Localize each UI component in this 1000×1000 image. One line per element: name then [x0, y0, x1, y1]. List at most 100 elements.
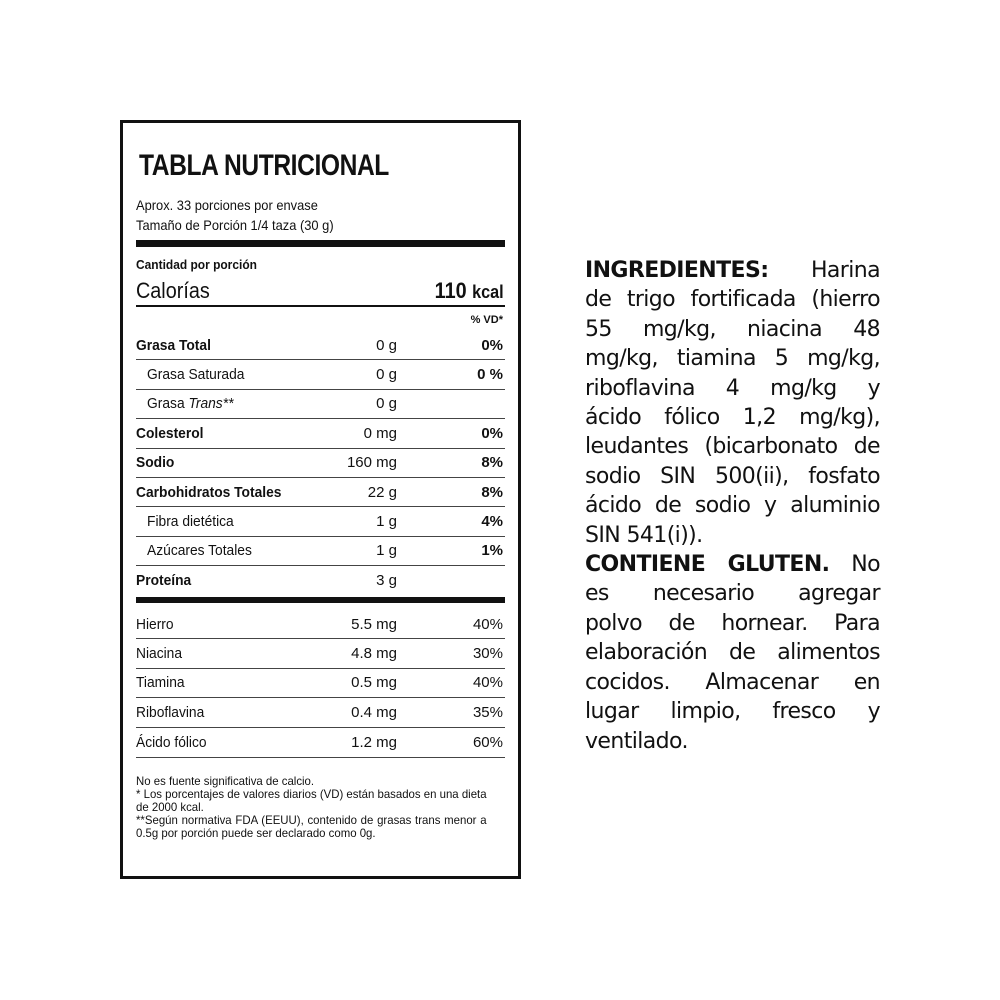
ingredients-text-span: Harina — [810, 258, 881, 283]
table-row: Ácido fólico 1.2 mg 60% — [136, 728, 505, 757]
table-row: Grasa Total 0 g 0% — [136, 331, 505, 361]
ingredients-text-span: leudantes (bicarbonato de — [585, 434, 881, 460]
nutrient-amount: 0 g — [376, 395, 397, 413]
nutrition-facts-table: TABLA NUTRICIONAL Aprox. 33 porciones po… — [120, 120, 521, 879]
ingredients-heading: CONTIENE GLUTEN. — [585, 552, 830, 578]
servings-per-container: Aprox. 33 porciones por envase — [136, 197, 318, 213]
ingredients-text-span: lugar limpio, fresco y — [585, 699, 881, 725]
ingredients-line: de trigo fortificada (hierro — [585, 285, 881, 314]
nutrient-name-text: Colesterol — [136, 424, 204, 442]
nutrient-amount: 0.4 mg — [351, 703, 397, 721]
nutrient-name-text: Niacina — [136, 645, 183, 663]
nutrient-dv: 0 % — [477, 366, 503, 384]
nutrient-amount: 0 g — [376, 336, 397, 354]
ingredients-text-span: ácido fólico 1,2 mg/kg), — [585, 405, 881, 431]
ingredients-text-span: 55 mg/kg, niacina 48 — [585, 316, 881, 342]
ingredients-text-span: ventilado. — [585, 728, 688, 754]
footnote: **Según normativa FDA (EEUU), contenido … — [136, 813, 487, 840]
nutrient-name-text: Riboflavina — [136, 703, 205, 721]
dv-header: % VD* — [470, 314, 503, 326]
table-title: TABLA NUTRICIONAL — [139, 149, 389, 182]
nutrient-name-text: Grasa Total — [136, 336, 211, 354]
thick-divider — [136, 597, 505, 603]
nutrient-dv: 8% — [481, 454, 503, 472]
nutrient-amount: 1 g — [376, 513, 397, 531]
nutrient-amount: 3 g — [376, 572, 397, 590]
ingredients-line: riboflavina 4 mg/kg y — [585, 374, 881, 403]
footnote: No es fuente significativa de calcio. — [136, 774, 315, 788]
table-row: Colesterol 0 mg 0% — [136, 419, 505, 449]
nutrient-name: Grasa Total — [136, 337, 475, 354]
nutrient-name: Carbohidratos Totales — [136, 484, 475, 501]
ingredients-text-span: elaboración de alimentos — [585, 640, 881, 666]
nutrient-name: Colesterol — [136, 425, 475, 442]
nutrient-name-text: Proteína — [136, 572, 192, 590]
amount-per-serving: Cantidad por porción — [136, 257, 257, 272]
nutrient-name: Hierro — [136, 616, 475, 633]
ingredients-text-span: mg/kg, tiamina 5 mg/kg, — [585, 346, 881, 372]
calories-number: 110 — [434, 278, 467, 303]
calories-value: 110 kcal — [435, 278, 504, 304]
nutrient-amount: 1 g — [376, 542, 397, 560]
table-row: Riboflavina 0.4 mg 35% — [136, 698, 505, 728]
table-row: Niacina 4.8 mg 30% — [136, 639, 505, 669]
nutrient-amount: 0 g — [376, 366, 397, 384]
nutrient-dv: 8% — [481, 483, 503, 501]
ingredients-line: ácido fólico 1,2 mg/kg), — [585, 403, 881, 432]
ingredients-line: 55 mg/kg, niacina 48 — [585, 315, 881, 344]
ingredients-line: ventilado. — [585, 727, 880, 756]
nutrient-amount: 0.5 mg — [351, 674, 397, 692]
table-row: Carbohidratos Totales 22 g 8% — [136, 478, 505, 508]
ingredients-text-span: No — [851, 552, 880, 578]
nutrient-name-text: Fibra dietética — [147, 513, 234, 531]
ingredients-text-span: es necesario agregar — [585, 581, 881, 607]
ingredients-line: CONTIENE GLUTEN. No — [585, 550, 881, 579]
nutrient-name-text: Tiamina — [136, 674, 185, 692]
ingredients-text-span: riboflavina 4 mg/kg y — [585, 375, 881, 401]
table-row: Proteína 3 g — [136, 566, 505, 595]
divider — [136, 305, 505, 307]
ingredients-text-span: sodio SIN 500(ii), fosfato — [585, 463, 881, 489]
ingredients-text-span: cocidos. Almacenar en — [585, 669, 881, 695]
table-row: Fibra dietética 1 g 4% — [136, 507, 505, 537]
ingredients-line: SIN 541(i)). — [585, 521, 880, 550]
nutrient-name-text: Hierro — [136, 615, 174, 633]
footnotes: No es fuente significativa de calcio. * … — [136, 775, 487, 840]
ingredients-heading: INGREDIENTES: — [585, 258, 769, 283]
nutrient-dv: 0% — [481, 336, 503, 354]
nutrient-name: Grasa Trans** — [136, 395, 475, 412]
nutrient-name: Tiamina — [136, 674, 475, 691]
nutrient-name: Azúcares Totales — [136, 542, 475, 559]
nutrient-name-text: Azúcares Totales — [147, 542, 252, 560]
nutrient-name-text: Grasa Saturada — [147, 366, 245, 384]
nutrient-name: Grasa Saturada — [136, 366, 475, 383]
nutrient-name: Ácido fólico — [136, 734, 475, 751]
footnote: * Los porcentajes de valores diarios (VD… — [136, 787, 487, 814]
nutrient-name-text: Ácido fólico — [136, 733, 207, 751]
micronutrient-rows: Hierro 5.5 mg 40% Niacina 4.8 mg 30% Tiamina 0.… — [136, 610, 505, 758]
ingredients-line: es necesario agregar — [585, 579, 881, 608]
ingredients-line: elaboración de alimentos — [585, 638, 881, 667]
nutrient-amount: 5.5 mg — [351, 615, 397, 633]
ingredients-line: ácido de sodio y aluminio — [585, 491, 881, 520]
ingredients-line: leudantes (bicarbonato de — [585, 432, 881, 461]
table-row: Azúcares Totales 1 g 1% — [136, 537, 505, 567]
nutrient-name: Proteína — [136, 572, 475, 589]
nutrient-name: Fibra dietética — [136, 513, 475, 530]
serving-size: Tamaño de Porción 1/4 taza (30 g) — [136, 217, 334, 233]
calories-label: Calorías — [136, 278, 210, 303]
table-row: Grasa Saturada 0 g 0 % — [136, 360, 505, 390]
table-row: Grasa Trans** 0 g — [136, 390, 505, 420]
ingredients-line: polvo de hornear. Para — [585, 609, 881, 638]
table-row: Tiamina 0.5 mg 40% — [136, 669, 505, 699]
nutrient-name: Niacina — [136, 645, 475, 662]
nutrient-name-italic: Trans** — [188, 395, 234, 413]
nutrient-dv: 40% — [472, 615, 503, 633]
nutrient-dv: 4% — [481, 513, 503, 531]
ingredients-line: mg/kg, tiamina 5 mg/kg, — [585, 344, 881, 373]
table-row: Hierro 5.5 mg 40% — [136, 610, 505, 640]
ingredients-text-span: polvo de hornear. Para — [585, 610, 881, 636]
nutrient-dv: 0% — [481, 424, 503, 442]
nutrient-name: Sodio — [136, 454, 475, 471]
